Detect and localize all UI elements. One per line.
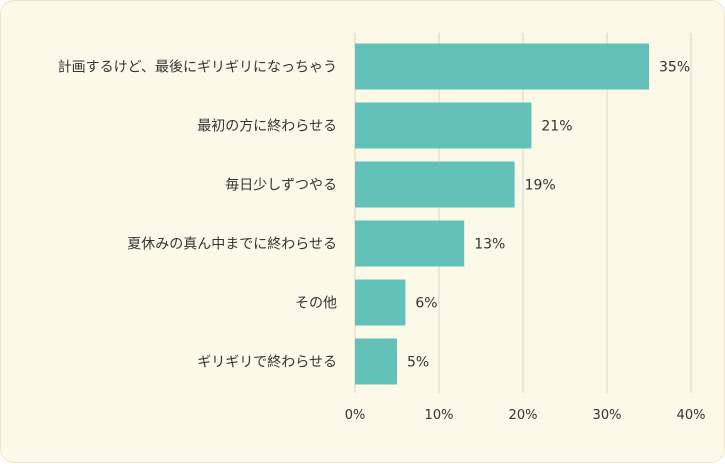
category-label: ギリギリで終わらせる xyxy=(197,355,337,371)
bars xyxy=(355,43,649,385)
data-label: 35% xyxy=(659,60,690,76)
bar xyxy=(355,279,406,326)
category-label: 最初の方に終わらせる xyxy=(197,118,337,135)
bar xyxy=(355,161,515,208)
bar xyxy=(355,220,465,267)
gridlines xyxy=(354,33,692,393)
bar xyxy=(355,338,397,385)
data-label: 5% xyxy=(407,355,429,371)
category-label: その他 xyxy=(295,296,337,312)
category-label: 計画するけど、最後にギリギリになっちゃう xyxy=(58,60,337,76)
category-label: 毎日少しずつやる xyxy=(225,178,337,194)
x-tick-label: 0% xyxy=(345,408,366,423)
x-axis-ticks: 0% 10% 20% 30% 40% xyxy=(345,408,706,423)
x-tick-label: 10% xyxy=(425,408,454,423)
data-label: 19% xyxy=(525,178,556,194)
data-label: 21% xyxy=(541,119,572,135)
data-label: 13% xyxy=(474,237,505,253)
data-label: 6% xyxy=(415,296,437,312)
x-tick-label: 40% xyxy=(677,408,706,423)
x-tick-label: 20% xyxy=(509,408,538,423)
bar xyxy=(355,43,649,90)
x-tick-label: 30% xyxy=(593,408,622,423)
value-labels: 35% 21% 19% 13% 6% 5% xyxy=(407,60,690,371)
bar xyxy=(355,102,532,149)
category-labels: 計画するけど、最後にギリギリになっちゃう最初の方に終わらせる毎日少しずつやる夏休… xyxy=(58,60,337,371)
category-label: 夏休みの真ん中までに終わらせる xyxy=(127,237,337,253)
